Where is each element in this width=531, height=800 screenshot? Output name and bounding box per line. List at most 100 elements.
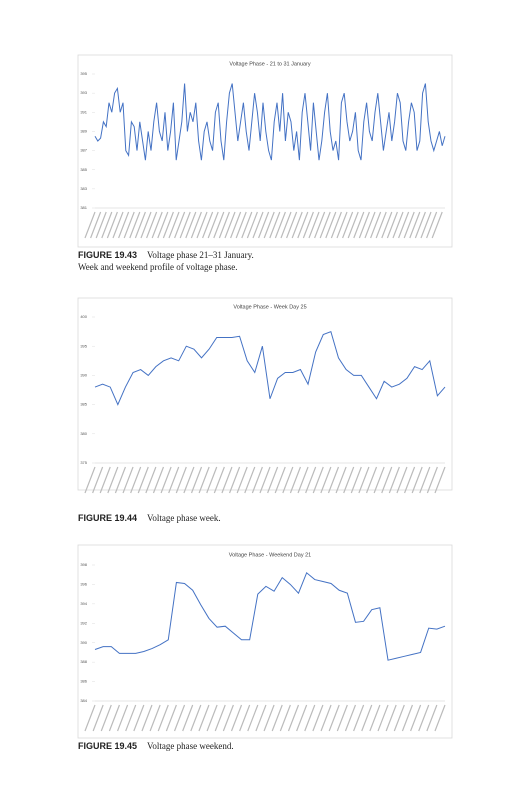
x-label-placeholder	[320, 466, 332, 494]
x-label-placeholder	[296, 704, 308, 732]
data-line	[94, 83, 446, 161]
x-label-placeholder	[99, 466, 111, 494]
x-label-placeholder	[214, 704, 226, 732]
figure-caption: Voltage phase weekend.	[147, 741, 234, 751]
y-tick-label: 381	[80, 205, 87, 210]
x-label-placeholder	[325, 211, 337, 239]
y-tick-label: 396	[80, 581, 87, 586]
x-label-placeholder	[335, 466, 347, 494]
x-label-placeholder	[133, 704, 145, 732]
x-label-placeholder	[259, 466, 271, 494]
x-label-placeholder	[312, 466, 324, 494]
x-label-placeholder	[328, 704, 340, 732]
x-label-placeholder	[373, 466, 385, 494]
x-label-placeholder	[342, 211, 354, 239]
x-label-placeholder	[297, 211, 309, 239]
x-label-placeholder	[361, 704, 373, 732]
x-label-placeholder	[396, 466, 408, 494]
x-label-placeholder	[314, 211, 326, 239]
x-label-placeholder	[392, 211, 404, 239]
x-label-placeholder	[291, 211, 303, 239]
x-label-placeholder	[202, 211, 214, 239]
caption: FIGURE 19.44 Voltage phase week.	[78, 513, 221, 523]
x-label-placeholder	[411, 466, 423, 494]
x-label-placeholder	[116, 704, 129, 732]
x-label-placeholder	[149, 704, 161, 732]
x-label-placeholder	[160, 466, 172, 494]
x-label-placeholder	[84, 211, 96, 239]
x-label-placeholder	[312, 704, 324, 732]
figure-caption: Voltage phase week.	[147, 513, 221, 523]
y-tick-label: 385	[80, 167, 87, 172]
x-label-placeholder	[419, 466, 431, 494]
chart-frame	[77, 54, 453, 248]
x-label-placeholder	[196, 211, 208, 239]
x-label-placeholder	[173, 704, 186, 732]
y-tick-label: 383	[80, 186, 87, 191]
x-label-placeholder	[206, 704, 218, 732]
x-label-placeholder	[375, 211, 387, 239]
x-label-placeholder	[381, 211, 393, 239]
x-label-placeholder	[92, 466, 104, 494]
x-label-placeholder	[146, 211, 158, 239]
data-line	[94, 571, 446, 661]
x-label-placeholder	[347, 211, 359, 239]
x-label-placeholder	[145, 466, 157, 494]
y-tick-label: 389	[80, 128, 87, 133]
x-label-placeholder	[235, 211, 247, 239]
x-label-placeholder	[247, 704, 259, 732]
x-label-placeholder	[320, 704, 332, 732]
x-label-placeholder	[175, 466, 187, 494]
x-label-placeholder	[358, 466, 370, 494]
x-label-placeholder	[336, 704, 348, 732]
x-label-placeholder	[393, 704, 405, 732]
caption: FIGURE 19.43 Voltage phase 21–31 January.	[78, 250, 254, 260]
x-label-placeholder	[251, 466, 263, 494]
x-label-placeholder	[230, 704, 243, 732]
section-text: Week and weekend profile of voltage phas…	[78, 262, 238, 272]
y-tick-label: 390	[80, 372, 87, 377]
x-label-placeholder	[236, 466, 248, 494]
x-label-placeholder	[282, 466, 294, 494]
y-tick-label: 395	[80, 343, 87, 348]
x-label-placeholder	[130, 466, 142, 494]
x-label-placeholder	[190, 211, 202, 239]
x-label-placeholder	[182, 704, 194, 732]
x-label-placeholder	[84, 466, 96, 494]
x-label-placeholder	[289, 466, 301, 494]
x-label-placeholder	[267, 466, 279, 494]
x-label-placeholder	[353, 704, 365, 732]
x-label-placeholder	[100, 704, 112, 732]
x-label-placeholder	[302, 211, 314, 239]
x-label-placeholder	[336, 211, 348, 239]
y-tick-label: 375	[80, 460, 87, 465]
x-label-placeholder	[381, 466, 393, 494]
y-tick-label: 387	[80, 148, 87, 153]
x-label-placeholder	[308, 211, 320, 239]
x-label-placeholder	[386, 211, 398, 239]
x-label-placeholder	[377, 704, 389, 732]
x-label-placeholder	[426, 704, 438, 732]
x-label-placeholder	[129, 211, 141, 239]
x-label-placeholder	[213, 211, 225, 239]
y-tick-label: 392	[80, 620, 87, 625]
x-label-placeholder	[84, 704, 96, 732]
chart-title: Voltage Phase - 21 to 31 January	[229, 61, 311, 67]
x-label-placeholder	[344, 704, 357, 732]
x-label-placeholder	[271, 704, 283, 732]
x-label-placeholder	[330, 211, 342, 239]
x-label-placeholder	[365, 466, 378, 494]
y-tick-label: 398	[80, 562, 87, 567]
caption: FIGURE 19.45 Voltage phase weekend.	[78, 741, 234, 751]
x-label-placeholder	[123, 211, 135, 239]
x-label-placeholder	[122, 466, 134, 494]
y-tick-label: 393	[80, 90, 87, 95]
x-label-placeholder	[327, 466, 340, 494]
x-label-placeholder	[286, 211, 298, 239]
x-label-placeholder	[274, 466, 286, 494]
x-label-placeholder	[252, 211, 264, 239]
x-label-placeholder	[385, 704, 397, 732]
chart-frame	[77, 297, 453, 491]
